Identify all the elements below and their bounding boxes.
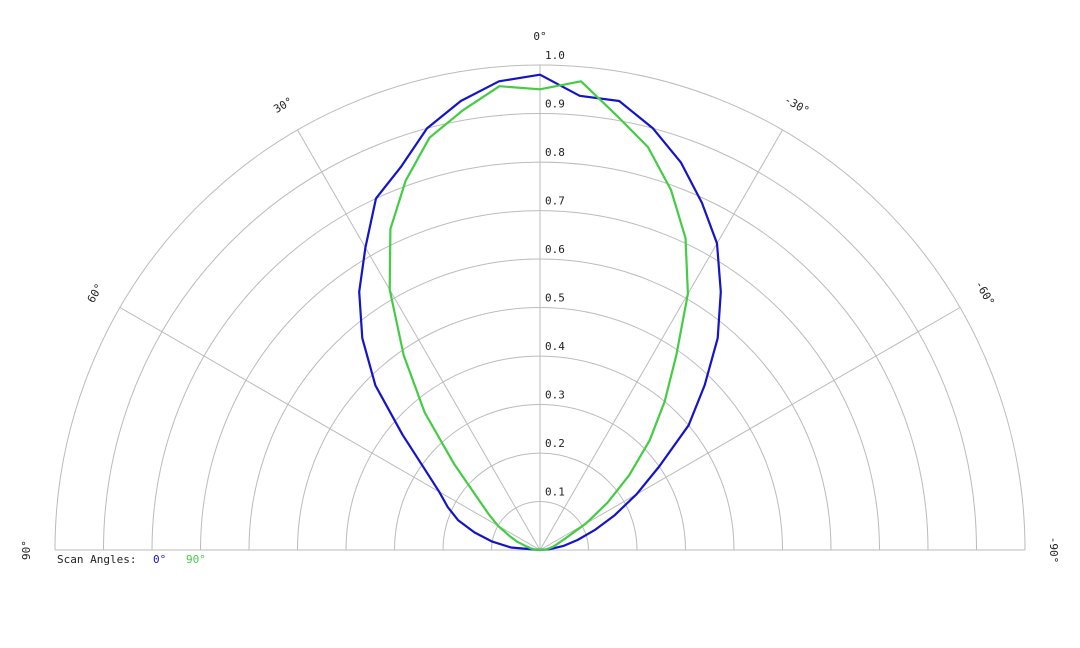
- legend-entry: 90°: [186, 553, 206, 566]
- series-line: [388, 80, 689, 552]
- grid-spoke: [297, 129, 541, 551]
- r-tick-label: 0.3: [545, 389, 565, 402]
- grid-spoke: [119, 307, 541, 551]
- theta-tick-label: -30°: [782, 93, 811, 118]
- legend-title: Scan Angles:: [57, 553, 136, 566]
- theta-tick-label: -60°: [972, 279, 997, 308]
- r-tick-label: 1.0: [545, 49, 565, 62]
- theta-tick-label: 60°: [85, 281, 106, 305]
- r-tick-label: 0.7: [545, 195, 565, 208]
- grid-spoke: [539, 129, 783, 551]
- r-tick-label: 0.4: [545, 340, 565, 353]
- r-tick-label: 0.2: [545, 437, 565, 450]
- grid-spoke: [539, 307, 961, 551]
- legend-entry: 0°: [153, 553, 166, 566]
- r-tick-label: 0.8: [545, 146, 565, 159]
- theta-tick-label: -90°: [1047, 537, 1060, 564]
- theta-tick-label: 30°: [271, 95, 295, 116]
- r-tick-label: 0.1: [545, 486, 565, 499]
- r-tick-label: 0.6: [545, 243, 565, 256]
- theta-tick-label: 90°: [20, 540, 33, 560]
- r-tick-label: 0.5: [545, 292, 565, 305]
- r-tick-label: 0.9: [545, 98, 565, 111]
- theta-tick-label: 0°: [533, 30, 546, 43]
- series-line: [358, 73, 722, 552]
